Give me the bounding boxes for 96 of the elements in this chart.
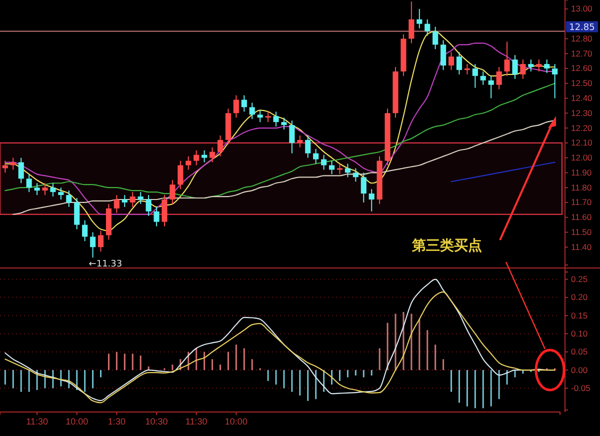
candlestick [488, 75, 494, 99]
candlestick [352, 168, 358, 182]
y-tick-label: 0.00 [571, 364, 588, 375]
candlestick [122, 194, 128, 208]
candlestick [273, 111, 279, 128]
x-tick-label: 11:30 [185, 416, 208, 426]
candlestick [544, 59, 550, 74]
candlestick [18, 157, 24, 184]
candlestick [321, 154, 327, 170]
candlestick [26, 174, 32, 193]
candlestick [528, 59, 534, 72]
y-tick-label: 12.80 [571, 33, 593, 44]
candlestick [408, 0, 414, 44]
candlestick [344, 163, 350, 178]
candlestick [472, 64, 478, 88]
candlestick [512, 54, 518, 80]
candlestick [520, 59, 526, 80]
candlestick [281, 117, 287, 130]
candlestick [58, 187, 64, 200]
candlestick [360, 172, 366, 203]
y-tick-label: 12.70 [571, 48, 593, 58]
annotation: ←11.33 [88, 260, 122, 270]
candlestick [448, 52, 454, 70]
candlestick [313, 148, 319, 164]
ref-line-label: 12.85 [569, 22, 595, 33]
line-series [450, 162, 556, 182]
y-tick-label: 0.10 [571, 328, 588, 338]
x-tick-label: 10:30 [145, 416, 168, 426]
candlestick [233, 94, 239, 118]
y-tick-label: 13.00 [571, 4, 593, 14]
y-tick-label: 11.60 [571, 212, 592, 222]
candlestick [368, 188, 374, 212]
y-tick-label: 11.50 [571, 226, 592, 237]
y-tick-label: 12.60 [571, 63, 593, 74]
candlestick [536, 59, 542, 72]
x-tick-label: 11:30 [26, 416, 48, 426]
y-tick-label: 12.50 [571, 78, 593, 88]
candlestick [66, 190, 72, 208]
y-tick-label: 11.90 [571, 167, 592, 178]
candlestick [432, 26, 438, 50]
candlestick [552, 64, 558, 99]
candlestick [202, 150, 208, 163]
candlestick [130, 192, 136, 208]
candlestick [289, 120, 295, 154]
line-series [4, 82, 556, 199]
candlestick [162, 194, 168, 227]
candlestick [464, 64, 470, 75]
y-tick-label: -0.05 [571, 382, 591, 393]
candlestick [456, 52, 462, 75]
y-tick-label: 12.40 [571, 92, 593, 103]
candlestick [10, 157, 16, 170]
candlestick [305, 134, 311, 158]
candlestick [114, 194, 120, 214]
candlestick [90, 232, 96, 258]
y-tick-label: 11.40 [571, 242, 592, 252]
candlestick [440, 40, 446, 70]
candlestick [34, 182, 40, 196]
y-tick-label: 12.20 [571, 122, 593, 133]
candlestick [74, 198, 80, 230]
candlestick [265, 111, 271, 123]
y-tick-label: 11.70 [571, 197, 592, 208]
y-tick-label: 12.30 [571, 108, 593, 118]
candlestick [297, 134, 303, 148]
candlestick [249, 102, 255, 120]
y-tick-label: 0.05 [571, 346, 588, 357]
candlestick [217, 134, 224, 157]
candlestick [82, 220, 88, 242]
candlestick [480, 70, 486, 86]
candlestick [194, 150, 200, 166]
candlestick [138, 192, 144, 204]
x-tick-label: 10:00 [66, 416, 88, 426]
candlestick [50, 182, 56, 198]
y-tick-label: 12.10 [571, 138, 593, 148]
y-tick-label: 12.00 [571, 152, 593, 163]
candlestick [186, 156, 192, 170]
y-tick-label: 11.80 [571, 182, 592, 192]
candlestick [178, 160, 184, 190]
candlestick [496, 66, 502, 90]
y-tick-label: 0.20 [571, 292, 588, 302]
y-tick-label: 0.15 [571, 310, 588, 320]
candlestick [170, 180, 176, 204]
candlestick [424, 18, 430, 36]
candlestick [336, 163, 343, 175]
candlestick [416, 8, 422, 29]
x-tick-label: 10:00 [224, 416, 248, 426]
candlestick [504, 41, 510, 76]
annotation: 第三类买点 [411, 238, 482, 254]
y-tick-label: 0.25 [571, 274, 588, 284]
x-tick-label: 1:30 [108, 416, 126, 426]
candlestick [154, 206, 160, 227]
candlestick [146, 194, 152, 216]
candlestick [42, 182, 48, 196]
candlestick [98, 230, 104, 252]
candlestick [257, 110, 263, 123]
candlestick [241, 94, 247, 112]
candlestick [210, 146, 216, 163]
